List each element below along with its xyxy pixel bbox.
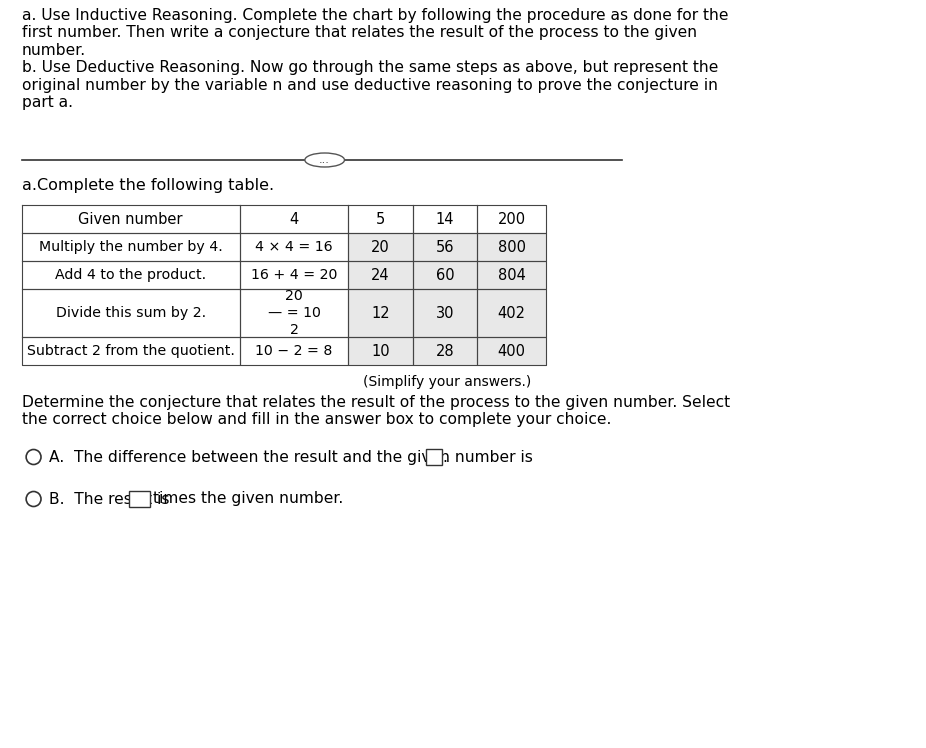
Text: 10 − 2 = 8: 10 − 2 = 8 — [256, 344, 332, 358]
Text: 402: 402 — [498, 305, 526, 320]
Text: 400: 400 — [498, 343, 526, 358]
Text: 4 × 4 = 16: 4 × 4 = 16 — [256, 240, 332, 254]
Text: (Simplify your answers.): (Simplify your answers.) — [363, 375, 532, 389]
Text: ...: ... — [319, 155, 330, 165]
Bar — [477, 261, 546, 289]
Text: 30: 30 — [436, 305, 455, 320]
Text: Multiply the number by 4.: Multiply the number by 4. — [39, 240, 222, 254]
Text: 12: 12 — [371, 305, 390, 320]
Text: 800: 800 — [498, 239, 526, 254]
Text: 56: 56 — [436, 239, 455, 254]
Bar — [348, 289, 413, 337]
Bar — [413, 337, 477, 365]
Text: a. Use Inductive Reasoning. Complete the chart by following the procedure as don: a. Use Inductive Reasoning. Complete the… — [21, 8, 728, 110]
Bar — [348, 337, 413, 365]
Text: 4: 4 — [289, 212, 298, 227]
Text: B.  The result is: B. The result is — [49, 491, 170, 506]
Text: times the given number.: times the given number. — [154, 491, 344, 506]
Bar — [21, 289, 240, 337]
Bar — [21, 233, 240, 261]
Bar — [413, 233, 477, 261]
Text: Determine the conjecture that relates the result of the process to the given num: Determine the conjecture that relates th… — [21, 395, 730, 427]
Ellipse shape — [305, 153, 344, 167]
Circle shape — [26, 491, 41, 506]
Text: 20
— = 10
2: 20 — = 10 2 — [268, 289, 320, 337]
Bar — [477, 233, 546, 261]
Text: 804: 804 — [498, 268, 526, 283]
Bar — [348, 205, 413, 233]
Text: 20: 20 — [371, 239, 390, 254]
Text: 10: 10 — [371, 343, 390, 358]
Text: 28: 28 — [435, 343, 455, 358]
Text: Add 4 to the product.: Add 4 to the product. — [55, 268, 206, 282]
Bar — [477, 337, 546, 365]
Text: Given number: Given number — [79, 212, 182, 227]
Bar — [426, 449, 442, 465]
Bar — [477, 205, 546, 233]
Text: 5: 5 — [376, 212, 385, 227]
Bar — [21, 337, 240, 365]
Bar — [413, 261, 477, 289]
Text: 24: 24 — [371, 268, 390, 283]
Bar — [129, 491, 150, 507]
Text: 16 + 4 = 20: 16 + 4 = 20 — [251, 268, 337, 282]
Bar — [240, 261, 348, 289]
Bar — [477, 289, 546, 337]
Text: Divide this sum by 2.: Divide this sum by 2. — [56, 306, 206, 320]
Text: 14: 14 — [436, 212, 455, 227]
Bar — [240, 337, 348, 365]
Text: a.Complete the following table.: a.Complete the following table. — [21, 178, 274, 193]
Bar — [348, 233, 413, 261]
Bar — [413, 289, 477, 337]
Bar — [21, 261, 240, 289]
Circle shape — [26, 450, 41, 465]
Bar — [21, 205, 240, 233]
Bar — [240, 205, 348, 233]
Text: Subtract 2 from the quotient.: Subtract 2 from the quotient. — [27, 344, 234, 358]
Text: 200: 200 — [498, 212, 526, 227]
Bar — [240, 233, 348, 261]
Text: A.  The difference between the result and the given number is: A. The difference between the result and… — [49, 450, 533, 465]
Text: 60: 60 — [435, 268, 455, 283]
Text: .: . — [443, 450, 447, 465]
Bar — [240, 289, 348, 337]
Bar — [413, 205, 477, 233]
Bar — [348, 261, 413, 289]
